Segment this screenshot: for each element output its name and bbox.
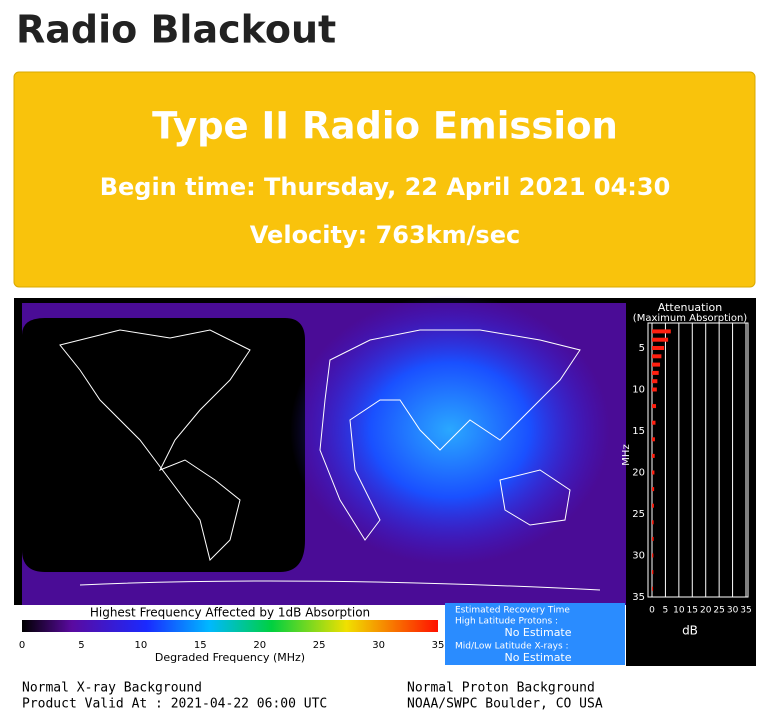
recovery-high-value: No Estimate — [504, 626, 571, 639]
colorbar-label: Degraded Frequency (MHz) — [155, 651, 305, 664]
absorption-area — [290, 295, 610, 565]
alert-velocity: Velocity: 763km/sec — [250, 221, 520, 249]
attenuation-bar — [652, 362, 661, 367]
colorbar-tick-label: 15 — [194, 640, 207, 651]
night-side — [22, 318, 305, 572]
colorbar-title: Highest Frequency Affected by 1dB Absorp… — [90, 606, 370, 620]
attenuation-bar — [652, 354, 662, 359]
colorbar-tick-label: 5 — [78, 640, 84, 651]
y-tick-label: 10 — [632, 385, 645, 396]
attenuation-bar — [652, 404, 657, 409]
attenuation-bar — [652, 437, 655, 442]
attenuation-bar — [652, 387, 657, 392]
x-tick-label: 5 — [663, 606, 669, 616]
attenuation-bar — [652, 487, 655, 492]
recovery-box — [445, 603, 625, 665]
attenuation-bar — [652, 503, 654, 508]
recovery-mid-label: Mid/Low Latitude X-rays : — [455, 642, 569, 652]
recovery-title: Estimated Recovery Time — [455, 606, 570, 616]
attenuation-bar — [652, 536, 654, 541]
attenuation-title: Attenuation — [658, 301, 723, 314]
y-tick-label: 15 — [632, 426, 645, 437]
attenuation-bar — [652, 337, 669, 342]
attenuation-plot — [647, 322, 749, 598]
attenuation-bar — [652, 346, 665, 350]
x-tick-label: 20 — [700, 606, 712, 616]
attenuation-bar — [652, 553, 654, 558]
y-tick-label: 30 — [632, 551, 645, 562]
drap-image: Attenuation (Maximum Absorption) MHz dB … — [14, 295, 756, 666]
attenuation-bar — [652, 470, 655, 475]
x-tick-label: 10 — [673, 606, 685, 616]
footer-valid: Product Valid At : 2021-04-22 06:00 UTC — [22, 697, 327, 712]
y-tick-label: 20 — [632, 468, 645, 479]
attenuation-bar — [652, 453, 655, 458]
x-tick-label: 30 — [727, 606, 739, 616]
colorbar-tick-label: 20 — [253, 640, 266, 651]
attenuation-bar — [652, 420, 656, 425]
recovery-mid-value: No Estimate — [504, 651, 571, 664]
y-tick-label: 5 — [639, 343, 645, 354]
x-tick-label: 15 — [687, 606, 698, 616]
footer-source: NOAA/SWPC Boulder, CO USA — [407, 697, 603, 712]
alert-begin: Begin time: Thursday, 22 April 2021 04:3… — [100, 173, 671, 201]
colorbar — [22, 620, 438, 632]
alert-box — [13, 71, 756, 288]
attenuation-bar — [652, 586, 654, 591]
colorbar-tick-label: 25 — [313, 640, 326, 651]
colorbar-tick-label: 0 — [19, 640, 25, 651]
footer-xray: Normal X-ray Background — [22, 681, 202, 696]
y-tick-label: 25 — [632, 509, 645, 520]
alert-title: Type II Radio Emission — [152, 105, 618, 148]
colorbar-tick-label: 30 — [372, 640, 385, 651]
attenuation-bar — [652, 570, 654, 575]
attenuation-bar — [652, 379, 658, 384]
attenuation-bar — [652, 520, 654, 525]
attenuation-bar — [652, 329, 671, 334]
x-tick-label: 0 — [649, 606, 655, 616]
attenuation-bar — [652, 370, 659, 375]
footer-proton: Normal Proton Background — [407, 681, 595, 696]
recovery-high-label: High Latitude Protons : — [455, 617, 558, 627]
x-tick-label: 35 — [740, 606, 751, 616]
colorbar-tick-label: 35 — [432, 640, 445, 651]
y-tick-label: 35 — [632, 592, 645, 603]
attenuation-y-label: MHz — [621, 444, 632, 465]
attenuation-subtitle: (Maximum Absorption) — [633, 313, 747, 324]
coastlines — [59, 329, 601, 591]
page-title: Radio Blackout — [16, 8, 336, 52]
attenuation-x-label: dB — [682, 624, 698, 638]
x-tick-label: 25 — [713, 606, 724, 616]
colorbar-tick-label: 10 — [134, 640, 147, 651]
